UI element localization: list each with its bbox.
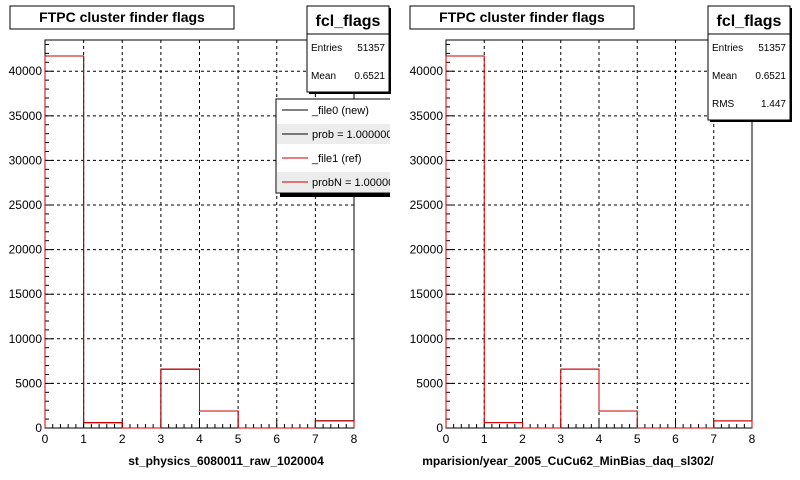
x-tick-label: 7 bbox=[710, 432, 717, 446]
chart-title: FTPC cluster finder flags bbox=[439, 9, 605, 25]
stats-box bbox=[306, 5, 390, 93]
x-tick-label: 0 bbox=[443, 432, 450, 446]
stats-row-label: Mean bbox=[712, 71, 737, 82]
title-box bbox=[409, 5, 635, 30]
legend-entry: prob = 1.000000 bbox=[312, 129, 392, 141]
y-tick-label: 30000 bbox=[9, 153, 43, 167]
x-tick-label: 3 bbox=[158, 432, 165, 446]
y-tick-label: 15000 bbox=[410, 287, 444, 301]
y-tick-label: 25000 bbox=[9, 198, 43, 212]
stats-row-value: 51357 bbox=[758, 43, 786, 54]
x-tick-label: 7 bbox=[312, 432, 319, 446]
stats-box-title: fcl_flags bbox=[717, 13, 782, 30]
x-tick-label: 1 bbox=[80, 432, 87, 446]
x-axis-title: st_physics_6080011_raw_1020004 bbox=[128, 454, 324, 468]
y-tick-label: 20000 bbox=[410, 243, 444, 257]
chart-title: FTPC cluster finder flags bbox=[39, 9, 205, 25]
y-tick-label: 10000 bbox=[410, 332, 444, 346]
x-tick-label: 5 bbox=[634, 432, 641, 446]
legend-entry: _file0 (new) bbox=[311, 105, 369, 117]
y-tick-label: 0 bbox=[436, 421, 443, 435]
y-tick-label: 30000 bbox=[410, 153, 444, 167]
y-tick-label: 35000 bbox=[410, 109, 444, 123]
y-tick-label: 5000 bbox=[15, 376, 42, 390]
y-tick-label: 25000 bbox=[410, 198, 444, 212]
x-tick-label: 8 bbox=[749, 432, 756, 446]
legend-entry: _file1 (ref) bbox=[311, 153, 362, 165]
legend-row-bg bbox=[277, 172, 390, 192]
x-tick-label: 3 bbox=[557, 432, 564, 446]
stats-box-title: fcl_flags bbox=[316, 13, 381, 30]
stats-row-label: RMS bbox=[712, 99, 735, 110]
y-tick-label: 40000 bbox=[410, 64, 444, 78]
title-box bbox=[9, 5, 235, 30]
x-tick-label: 2 bbox=[519, 432, 526, 446]
y-tick-label: 40000 bbox=[9, 64, 43, 78]
x-tick-label: 4 bbox=[596, 432, 603, 446]
histogram-panel-1: 0 5000 10000 15000 20000 25000 30000 35000 40000… bbox=[9, 5, 400, 468]
y-tick-label: 15000 bbox=[9, 287, 43, 301]
stats-row-value: 0.6521 bbox=[755, 71, 786, 82]
x-tick-label: 0 bbox=[42, 432, 49, 446]
x-tick-label: 1 bbox=[481, 432, 488, 446]
stats-box bbox=[707, 5, 791, 121]
stats-row-value: 1.447 bbox=[761, 99, 786, 110]
x-tick-label: 4 bbox=[196, 432, 203, 446]
histogram-panel-2: 0 5000 10000 15000 20000 25000 30000 35000 40000… bbox=[409, 5, 792, 468]
stats-row-value: 0.6521 bbox=[354, 71, 385, 82]
stats-row-value: 51357 bbox=[357, 43, 385, 54]
y-tick-label: 10000 bbox=[9, 332, 43, 346]
x-tick-label: 8 bbox=[351, 432, 358, 446]
y-tick-label: 5000 bbox=[416, 376, 443, 390]
stats-row-label: Entries bbox=[712, 43, 743, 54]
x-tick-label: 6 bbox=[672, 432, 679, 446]
stats-row-label: Mean bbox=[311, 71, 336, 82]
y-tick-label: 35000 bbox=[9, 109, 43, 123]
legend-entry: probN = 1.000000 bbox=[312, 177, 400, 189]
y-tick-label: 0 bbox=[35, 421, 42, 435]
x-tick-label: 5 bbox=[235, 432, 242, 446]
y-tick-label: 20000 bbox=[9, 243, 43, 257]
x-axis-title: mparision/year_2005_CuCu62_MinBias_daq_s… bbox=[422, 454, 714, 468]
legend-row-bg bbox=[277, 124, 390, 144]
legend: _file0 (new) prob = 1.000000 _file1 (ref) p… bbox=[275, 98, 400, 197]
x-tick-label: 2 bbox=[119, 432, 126, 446]
stats-row-label: Entries bbox=[311, 43, 342, 54]
x-tick-label: 6 bbox=[273, 432, 280, 446]
